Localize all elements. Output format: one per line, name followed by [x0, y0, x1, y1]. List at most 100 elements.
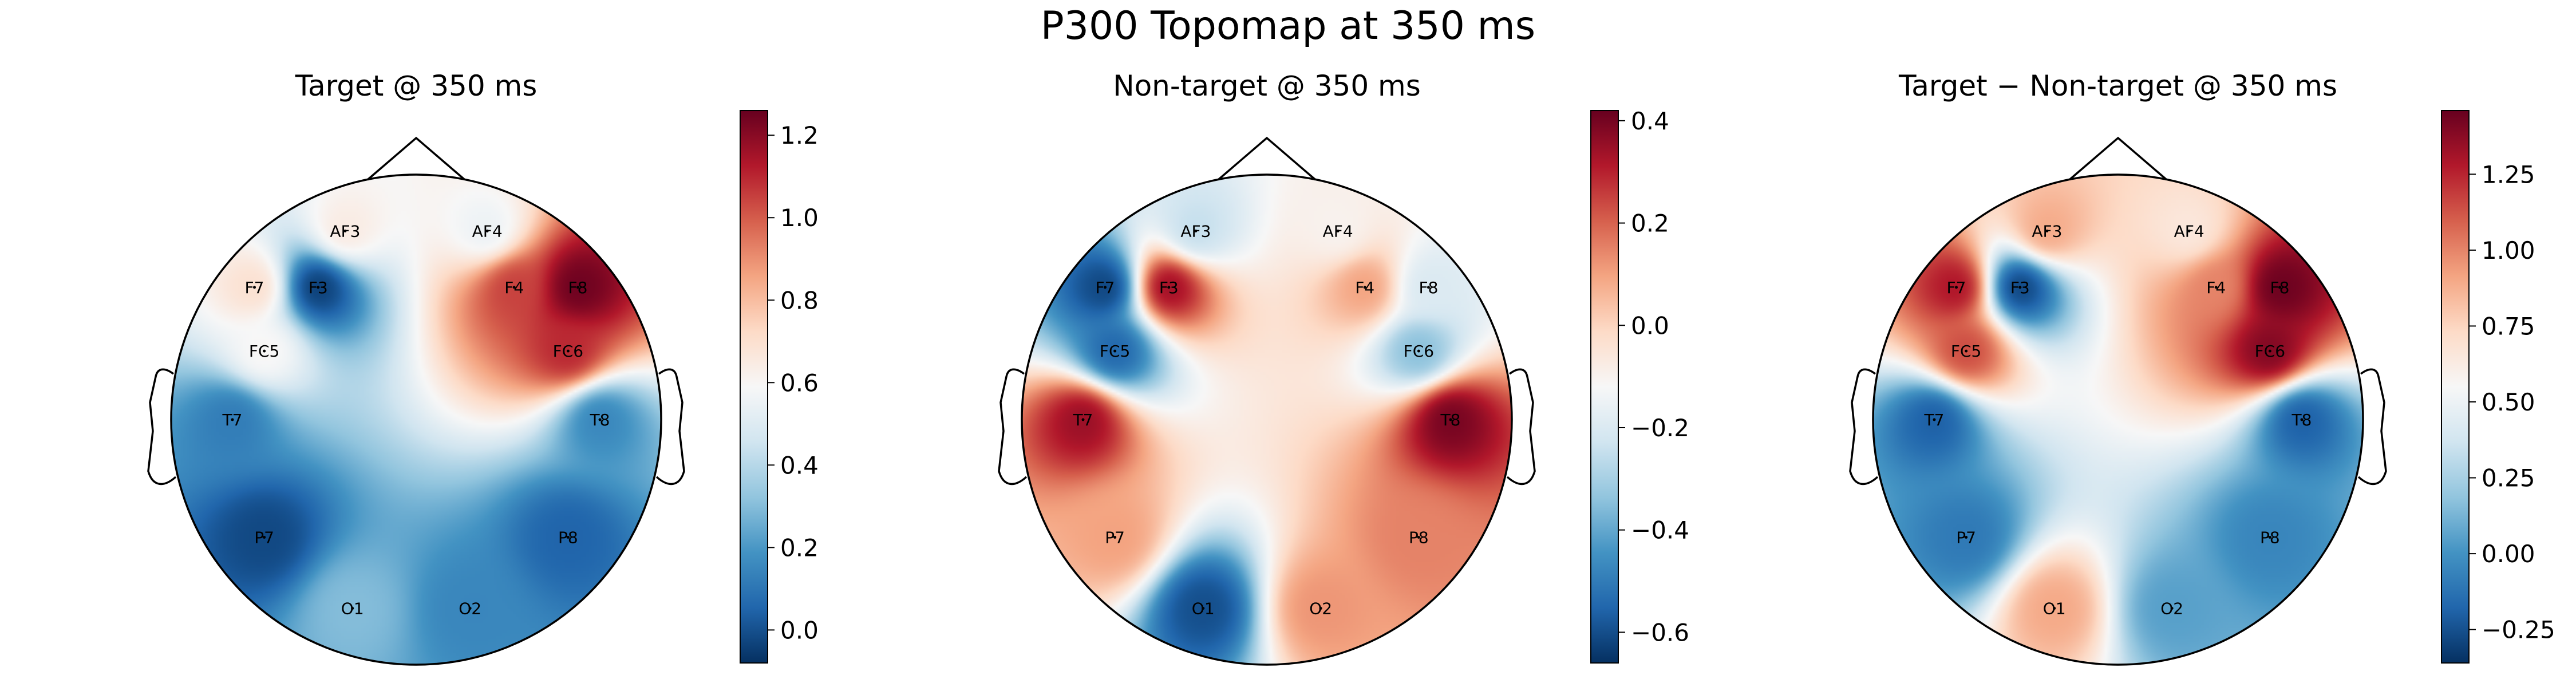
electrode-af4 — [1336, 229, 1340, 232]
electrode-t8 — [2300, 418, 2304, 421]
electrode-label-f3: F3 — [2010, 278, 2030, 297]
colorbar-1: 0.0 0.2 0.4 0.6 0.8 1.0 1.2 — [740, 110, 819, 664]
electrode-label-t8: T8 — [1440, 410, 1461, 429]
topomap-panel-2: Non-target @ 350 ms AF3 AF4 F7 F3 F4 F8 FC5 FC6 T… — [998, 69, 1689, 666]
electrode-label-af4: AF4 — [1323, 222, 1353, 240]
electrode-label-t8: T8 — [2291, 410, 2312, 429]
electrode-label-o1: O1 — [2043, 599, 2066, 618]
left-ear-outline — [998, 368, 1028, 485]
electrode-p7 — [263, 535, 266, 539]
panel-title: Non-target @ 350 ms — [1113, 69, 1421, 102]
electrode-p8 — [566, 535, 570, 539]
colorbar-tick-label: 0.8 — [780, 286, 819, 314]
electrode-o1 — [2053, 607, 2056, 610]
electrode-label-p8: P8 — [2260, 528, 2280, 547]
scalp-field — [1873, 175, 2363, 665]
electrode-t8 — [598, 418, 602, 421]
topomap-panel-3: Target − Non-target @ 350 ms AF3 AF4 F7 F3 F4… — [1849, 69, 2555, 666]
colorbar-tick-label: 0.2 — [1631, 210, 1669, 238]
electrode-label-fc5: FC5 — [249, 342, 279, 361]
electrode-t7 — [231, 418, 234, 421]
electrode-fc5 — [1113, 349, 1117, 353]
colorbar-tick-label: 0.00 — [2482, 540, 2535, 568]
electrode-label-fc6: FC6 — [1404, 342, 1434, 361]
colorbar-tick-label: 0.4 — [1631, 107, 1669, 135]
colorbar-tick-label: 0.4 — [780, 451, 819, 479]
electrode-fc6 — [2268, 349, 2271, 353]
electrode-o2 — [1319, 607, 1322, 610]
colorbar-tick-label: 0.0 — [1631, 311, 1669, 339]
colorbar-tick-label: −0.6 — [1631, 618, 1689, 646]
electrode-label-f8: F8 — [2270, 278, 2290, 297]
panel-title: Target − Non-target @ 350 ms — [1898, 69, 2337, 102]
left-ear-outline — [1849, 368, 1879, 485]
electrode-label-p7: P7 — [1105, 528, 1125, 547]
electrode-label-t7: T7 — [1073, 410, 1093, 429]
electrode-label-t7: T7 — [222, 410, 243, 429]
electrode-label-f4: F4 — [2206, 278, 2226, 297]
electrode-label-o2: O2 — [2160, 599, 2183, 618]
electrode-o1 — [1202, 607, 1205, 610]
electrode-f7 — [1955, 286, 1958, 289]
electrode-label-o1: O1 — [341, 599, 364, 618]
electrode-o2 — [2170, 607, 2174, 610]
electrode-label-af3: AF3 — [2032, 222, 2062, 240]
electrode-label-fc6: FC6 — [553, 342, 583, 361]
nose-outline — [366, 136, 466, 181]
electrode-label-f7: F7 — [1947, 278, 1966, 297]
right-ear-outline — [655, 368, 685, 485]
electrode-af3 — [2045, 229, 2049, 232]
electrode-af3 — [343, 229, 347, 232]
electrode-p8 — [1417, 535, 1420, 539]
electrode-label-o2: O2 — [1309, 599, 1332, 618]
colorbar-gradient — [1590, 110, 1619, 664]
electrode-t7 — [1933, 418, 1936, 421]
electrode-f7 — [1104, 286, 1107, 289]
electrode-label-f4: F4 — [504, 278, 524, 297]
electrode-f4 — [2214, 286, 2218, 289]
electrode-t7 — [1081, 418, 1085, 421]
electrode-label-af4: AF4 — [2174, 222, 2204, 240]
left-ear-outline — [147, 368, 177, 485]
colorbar-tick-label: −0.4 — [1631, 516, 1689, 544]
topomap-panel-1: Target @ 350 ms AF3 AF4 F7 F3 F4 F8 FC5 FC6 T7 T8 P… — [147, 69, 819, 666]
electrode-label-f8: F8 — [568, 278, 588, 297]
electrode-fc5 — [1965, 349, 1968, 353]
electrode-label-f3: F3 — [309, 278, 328, 297]
electrode-label-p8: P8 — [558, 528, 578, 547]
electrode-label-t8: T8 — [590, 410, 610, 429]
electrode-label-p7: P7 — [254, 528, 274, 547]
right-ear-outline — [1506, 368, 1536, 485]
electrode-label-fc5: FC5 — [1951, 342, 1981, 361]
electrode-f4 — [512, 286, 516, 289]
scalp-field — [1022, 175, 1512, 665]
electrode-label-f8: F8 — [1419, 278, 1439, 297]
electrode-af3 — [1194, 229, 1198, 232]
electrode-p7 — [1965, 535, 1968, 539]
electrode-label-fc5: FC5 — [1100, 342, 1130, 361]
electrode-fc6 — [566, 349, 570, 353]
scalp-field — [171, 175, 661, 665]
right-ear-outline — [2357, 368, 2387, 485]
electrode-label-t7: T7 — [1924, 410, 1945, 429]
electrode-label-f7: F7 — [245, 278, 264, 297]
electrode-f8 — [576, 286, 579, 289]
colorbar-tick-label: −0.25 — [2482, 616, 2555, 644]
colorbar-tick-label: 1.00 — [2482, 236, 2535, 264]
electrode-f3 — [2018, 286, 2022, 289]
electrode-label-p7: P7 — [1956, 528, 1976, 547]
colorbar-tick-label: 0.2 — [780, 534, 819, 562]
electrode-label-f4: F4 — [1355, 278, 1374, 297]
electrode-t8 — [1449, 418, 1452, 421]
head-outline — [1021, 173, 1513, 666]
colorbar-tick-label: 0.50 — [2482, 388, 2535, 416]
electrode-label-af3: AF3 — [330, 222, 360, 240]
colorbar-gradient — [2441, 110, 2470, 664]
electrode-label-f7: F7 — [1096, 278, 1115, 297]
colorbar-tick-label: 1.2 — [780, 121, 819, 149]
electrode-fc6 — [1417, 349, 1420, 353]
colorbar-tick-label: 0.75 — [2482, 312, 2535, 340]
electrode-label-fc6: FC6 — [2255, 342, 2285, 361]
electrode-o2 — [468, 607, 472, 610]
